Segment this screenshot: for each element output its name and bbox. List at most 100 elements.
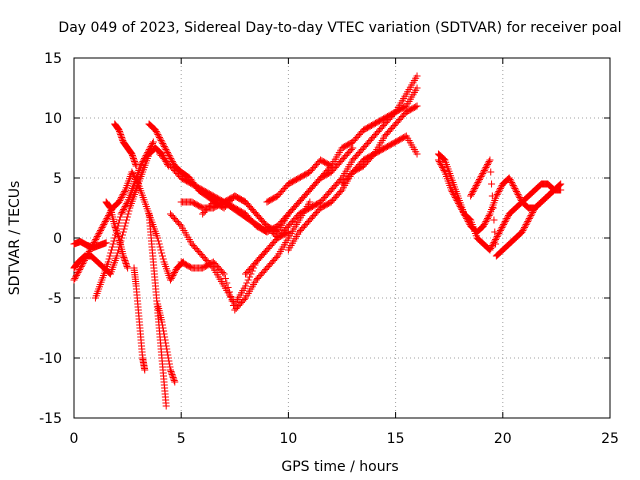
data-point-marker <box>168 371 176 378</box>
data-point-marker <box>490 239 498 246</box>
data-point-marker <box>449 189 457 197</box>
data-point-marker <box>485 158 493 165</box>
data-point-marker <box>480 221 488 228</box>
data-point-marker <box>494 231 502 239</box>
data-point-marker <box>128 150 136 158</box>
data-point-marker <box>121 203 129 210</box>
data-point-marker <box>92 236 100 243</box>
data-point-marker <box>452 195 460 203</box>
data-point-marker <box>511 185 519 192</box>
data-point-marker <box>439 155 447 162</box>
data-point-marker <box>491 228 499 236</box>
data-point-marker <box>117 132 125 140</box>
data-point-marker <box>147 143 155 150</box>
data-point-marker <box>114 233 122 240</box>
data-point-marker <box>98 224 106 231</box>
series-track-c <box>70 238 110 252</box>
data-point-marker <box>483 162 491 170</box>
data-point-marker <box>458 206 466 213</box>
data-point-marker <box>501 218 509 225</box>
data-point-marker <box>484 215 492 222</box>
data-point-marker <box>347 146 355 153</box>
data-point-marker <box>105 255 113 263</box>
data-point-marker <box>120 255 128 263</box>
data-point-marker <box>221 275 229 282</box>
data-point-marker <box>500 221 508 228</box>
data-point-marker <box>514 191 522 198</box>
x-tick-label: 25 <box>601 431 619 447</box>
data-point-marker <box>168 158 176 165</box>
data-point-marker <box>477 173 485 180</box>
data-point-marker <box>470 186 478 194</box>
data-point-marker <box>155 134 163 141</box>
data-point-marker <box>123 200 131 207</box>
y-tick-label: 0 <box>53 231 62 247</box>
x-tick-label: 20 <box>494 431 512 447</box>
y-tick-label: -10 <box>39 351 62 367</box>
data-point-marker <box>520 225 528 233</box>
data-point-marker <box>413 84 421 92</box>
data-point-marker <box>156 135 164 143</box>
data-point-marker <box>117 210 125 218</box>
data-point-marker <box>121 257 129 264</box>
data-point-marker <box>112 225 120 233</box>
data-point-marker <box>132 162 140 170</box>
data-point-marker <box>435 158 443 165</box>
data-point-marker <box>110 237 118 245</box>
data-point-marker <box>82 254 90 261</box>
data-point-marker <box>480 168 488 176</box>
data-point-marker <box>169 372 177 380</box>
data-point-marker <box>496 185 504 192</box>
data-point-marker <box>105 212 113 219</box>
data-point-marker <box>162 402 170 410</box>
data-point-marker <box>492 240 500 248</box>
data-point-marker <box>153 129 161 137</box>
data-point-marker <box>122 260 130 267</box>
data-point-marker <box>127 149 135 156</box>
data-point-marker <box>525 216 533 224</box>
data-point-marker <box>157 246 165 254</box>
data-point-marker <box>455 200 463 207</box>
data-point-marker <box>94 231 102 239</box>
data-point-marker <box>122 201 130 209</box>
data-point-marker <box>103 215 111 222</box>
data-point-marker <box>120 254 128 261</box>
data-point-marker <box>155 132 163 140</box>
data-point-marker <box>84 249 92 257</box>
data-point-marker <box>84 251 92 258</box>
data-point-marker <box>123 261 131 269</box>
series-track-q <box>263 72 421 206</box>
data-point-marker <box>451 192 459 200</box>
data-point-marker <box>224 284 232 291</box>
data-point-marker <box>162 339 170 347</box>
data-point-marker <box>459 207 467 215</box>
data-point-marker <box>471 185 479 192</box>
data-point-marker <box>108 243 116 251</box>
data-point-marker <box>168 156 176 164</box>
data-point-marker <box>167 155 175 162</box>
data-point-marker <box>504 213 512 221</box>
data-point-marker <box>123 263 131 270</box>
data-point-marker <box>242 282 250 290</box>
y-axis-title: SDTVAR / TECUs <box>7 181 23 296</box>
data-point-marker <box>131 159 139 167</box>
data-point-marker <box>158 318 166 326</box>
data-point-marker <box>116 129 124 137</box>
data-point-marker <box>485 212 493 219</box>
data-point-marker <box>490 216 498 224</box>
series-track-i <box>154 300 179 386</box>
data-point-marker <box>489 204 497 212</box>
data-point-marker <box>484 213 492 221</box>
data-point-marker <box>128 152 136 159</box>
data-point-marker <box>473 180 481 188</box>
data-point-marker <box>170 377 178 384</box>
data-point-marker <box>454 198 462 206</box>
data-point-marker <box>166 153 174 161</box>
data-point-marker <box>502 216 510 224</box>
x-tick-label: 0 <box>70 431 79 447</box>
data-point-marker <box>513 189 521 197</box>
data-point-marker <box>512 188 520 195</box>
data-point-marker <box>108 246 116 254</box>
y-tick-label: 5 <box>53 171 62 187</box>
